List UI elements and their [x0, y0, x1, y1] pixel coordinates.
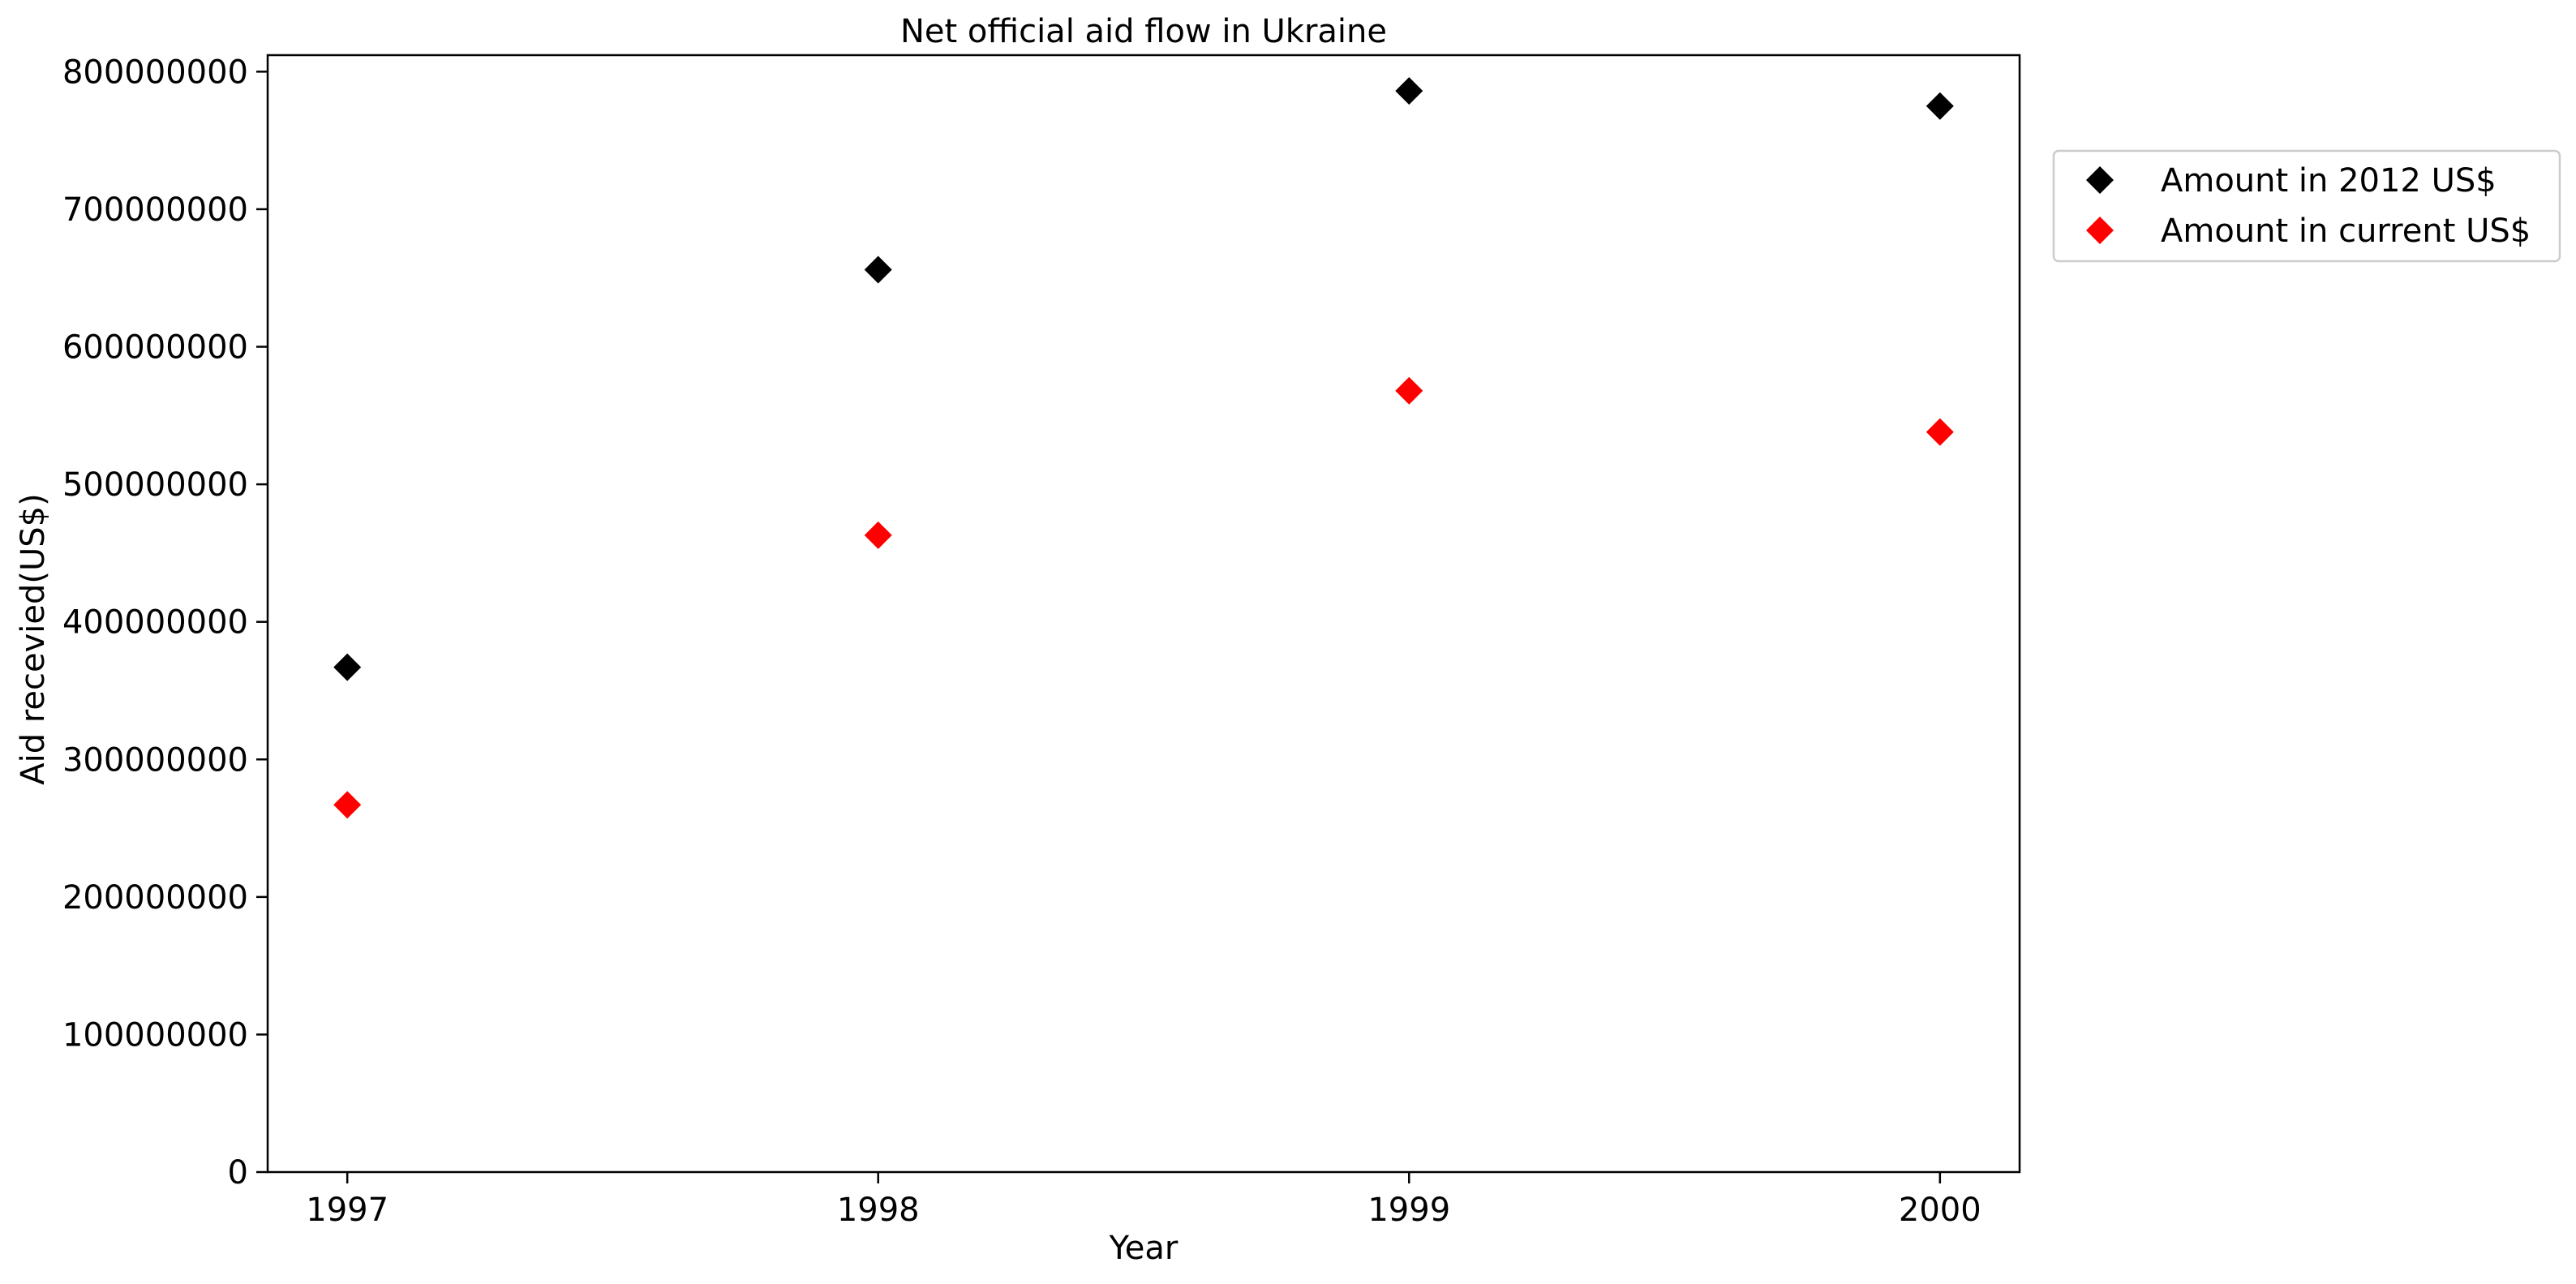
y-tick-label: 700000000: [62, 191, 248, 229]
y-axis: 0 100000000 200000000 300000000 400000000 500…: [62, 54, 268, 1192]
data-point-series-1: [1926, 92, 1954, 120]
legend-marker: [2086, 166, 2114, 194]
data-point-series-1: [333, 653, 362, 681]
y-tick-label: 0: [228, 1154, 248, 1192]
y-tick-label: 800000000: [62, 54, 248, 91]
x-tick-label: 2000: [1899, 1192, 1981, 1229]
data-markers: [333, 77, 1954, 819]
y-tick-label: 100000000: [62, 1016, 248, 1054]
data-point-series-2: [864, 521, 892, 549]
legend-frame: [2052, 149, 2561, 263]
chart-title: Net official aid flow in Ukraine: [900, 13, 1387, 50]
data-point-series-1: [864, 256, 892, 284]
data-point-series-2: [1926, 418, 1954, 446]
y-tick-label: 600000000: [62, 329, 248, 367]
plot-frame: [266, 54, 2021, 1174]
legend-label: Amount in 2012 US$: [2161, 162, 2497, 200]
y-tick-label: 500000000: [62, 466, 248, 504]
y-tick-label: 200000000: [62, 879, 248, 917]
x-tick-label: 1999: [1367, 1192, 1450, 1229]
x-tick-label: 1998: [837, 1192, 920, 1229]
legend: Amount in 2012 US$ Amount in current US$: [2052, 149, 2561, 263]
legend-label: Amount in current US$: [2161, 213, 2531, 250]
y-axis-label: Aid recevied(US$): [15, 493, 52, 784]
y-tick-label: 400000000: [62, 604, 248, 642]
x-axis: 1997 1998 1999 2000: [306, 1172, 1981, 1229]
y-tick-label: 300000000: [62, 741, 248, 779]
data-point-series-2: [1395, 376, 1423, 405]
data-point-series-1: [1395, 77, 1423, 105]
data-point-series-2: [333, 791, 362, 819]
x-tick-label: 1997: [306, 1192, 389, 1229]
plot-area: [266, 54, 2021, 1174]
x-axis-label: Year: [1109, 1230, 1179, 1267]
legend-marker: [2086, 217, 2114, 244]
